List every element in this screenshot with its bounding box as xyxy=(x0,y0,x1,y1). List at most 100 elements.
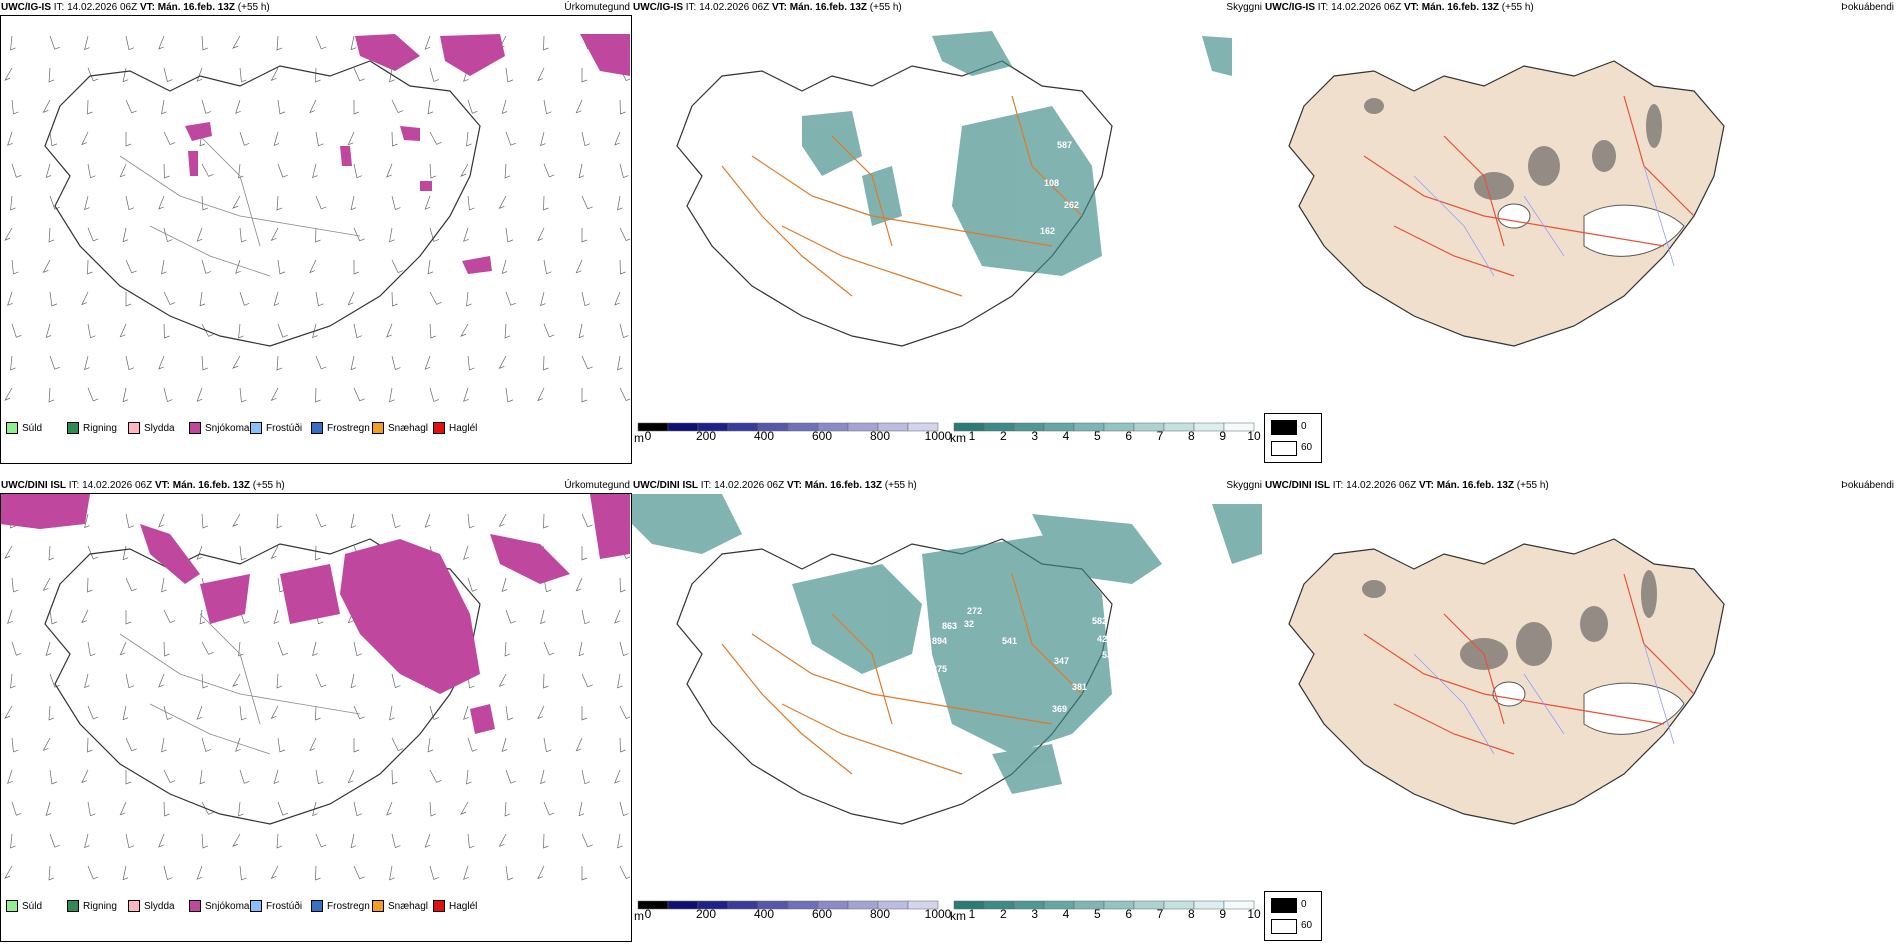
legend-item: Frostúði xyxy=(250,900,311,912)
wind-barb xyxy=(505,387,514,403)
wind-barb xyxy=(424,355,431,370)
wind-barb xyxy=(49,673,60,688)
wind-barb xyxy=(125,833,135,849)
cloudbase-label: 347 xyxy=(1054,656,1069,666)
wind-barb xyxy=(232,833,241,847)
colorbar-tick: 3 xyxy=(1031,429,1038,443)
wind-barb xyxy=(277,163,288,178)
wind-barb xyxy=(276,673,283,689)
wind-barb xyxy=(540,291,546,307)
precip-panel-top: UWC/IG-IS IT: 14.02.2026 06Z VT: Mán. 16… xyxy=(0,0,632,470)
wind-barb xyxy=(578,163,585,179)
wind-barb xyxy=(11,641,22,656)
wind-barb xyxy=(467,737,478,752)
wind-barb xyxy=(119,801,127,816)
panel-header: UWC/DINI ISL IT: 14.02.2026 06Z VT: Mán.… xyxy=(1265,480,1549,491)
cloudbase-label: 422 xyxy=(1097,634,1112,644)
wind-barb xyxy=(81,609,89,624)
colorbar-cell xyxy=(1223,422,1255,432)
legend-swatch xyxy=(433,900,445,912)
wind-barb xyxy=(353,67,365,82)
wind-barb xyxy=(122,545,129,561)
wind-barb xyxy=(505,67,514,83)
wind-barb xyxy=(87,323,96,339)
snow-areas xyxy=(185,34,630,274)
wind-barb xyxy=(87,227,99,242)
wind-barb xyxy=(161,259,167,275)
colorbar-tick: 10 xyxy=(1247,429,1261,443)
wind-barb xyxy=(239,67,247,83)
wind-barb xyxy=(239,865,247,881)
wind-barb xyxy=(125,35,135,51)
precip-map xyxy=(4,34,630,403)
legend-item: Frostregn xyxy=(311,422,372,434)
wind-barb xyxy=(125,195,135,211)
wind-barb xyxy=(158,355,165,370)
wind-barb xyxy=(315,865,321,881)
wind-barb xyxy=(429,705,439,720)
init-time: 14.02.2026 06Z xyxy=(82,480,153,491)
wind-barb xyxy=(161,577,167,593)
wind-barb xyxy=(201,195,209,211)
wind-barb xyxy=(125,513,135,529)
model-name: UWC/IG-IS xyxy=(633,2,683,13)
valid-time: Mán. 16.feb. 13Z xyxy=(172,480,250,491)
wind-barb xyxy=(232,673,241,687)
wind-barb xyxy=(617,355,623,371)
wind-barb xyxy=(125,259,137,274)
wind-barb xyxy=(277,259,286,275)
wind-barb xyxy=(10,35,16,51)
wind-barb xyxy=(427,259,434,275)
wind-barb xyxy=(163,323,170,339)
wind-barb xyxy=(353,738,360,753)
wind-barb xyxy=(48,387,55,403)
wind-barb xyxy=(501,259,508,275)
wind-barb xyxy=(312,641,318,657)
wind-barb xyxy=(42,99,51,114)
wind-barb xyxy=(49,833,60,848)
wind-barb xyxy=(10,833,16,849)
wind-barb xyxy=(238,641,244,657)
wind-barb xyxy=(353,260,360,275)
wind-barb xyxy=(498,833,507,848)
wind-barb xyxy=(11,99,19,115)
wind-barb xyxy=(505,609,516,624)
wind-barb xyxy=(427,737,434,753)
wind-barb xyxy=(467,577,478,592)
cloudbase-label: 587 xyxy=(1057,140,1072,150)
legend-item: Súld xyxy=(6,422,67,434)
cloudbase-label: 478 xyxy=(1092,742,1107,752)
wind-barb xyxy=(125,577,137,592)
vt-label: VT: xyxy=(786,480,802,491)
wind-barb xyxy=(4,705,13,719)
legend-item: Haglél xyxy=(433,422,494,434)
wind-barb xyxy=(424,513,431,528)
legend-label: Rigning xyxy=(83,900,117,912)
lead-time: (+55 h) xyxy=(1501,2,1534,13)
colorbar-cell xyxy=(907,422,939,432)
wind-barb xyxy=(350,35,357,51)
wind-barb xyxy=(543,259,552,275)
wind-barb xyxy=(347,131,355,146)
wind-barb xyxy=(466,131,472,147)
wind-barb xyxy=(391,195,401,211)
fog-key-bottom: 60 xyxy=(1301,920,1313,931)
wind-barb xyxy=(353,100,360,115)
legend-label: Snjókoma xyxy=(205,900,250,912)
legend-label: Frostúði xyxy=(266,900,303,912)
wind-barb xyxy=(424,35,431,50)
wind-barb xyxy=(315,769,324,785)
legend-item: Rigning xyxy=(67,422,128,434)
wind-barb xyxy=(389,227,395,243)
wind-barb xyxy=(463,705,469,720)
wind-barb xyxy=(581,866,588,881)
wind-barb xyxy=(199,291,206,307)
wind-barb xyxy=(467,355,475,371)
cloudbase-labels: 587 10 108 262 162 101 3 197 25 xyxy=(949,140,1154,284)
legend-label: Frostregn xyxy=(327,900,370,912)
wind-barb xyxy=(158,513,165,528)
cloudbase-label: 32 xyxy=(964,619,974,629)
wind-barb xyxy=(232,35,241,49)
wind-barb xyxy=(7,291,13,306)
it-label: IT: xyxy=(700,480,712,491)
